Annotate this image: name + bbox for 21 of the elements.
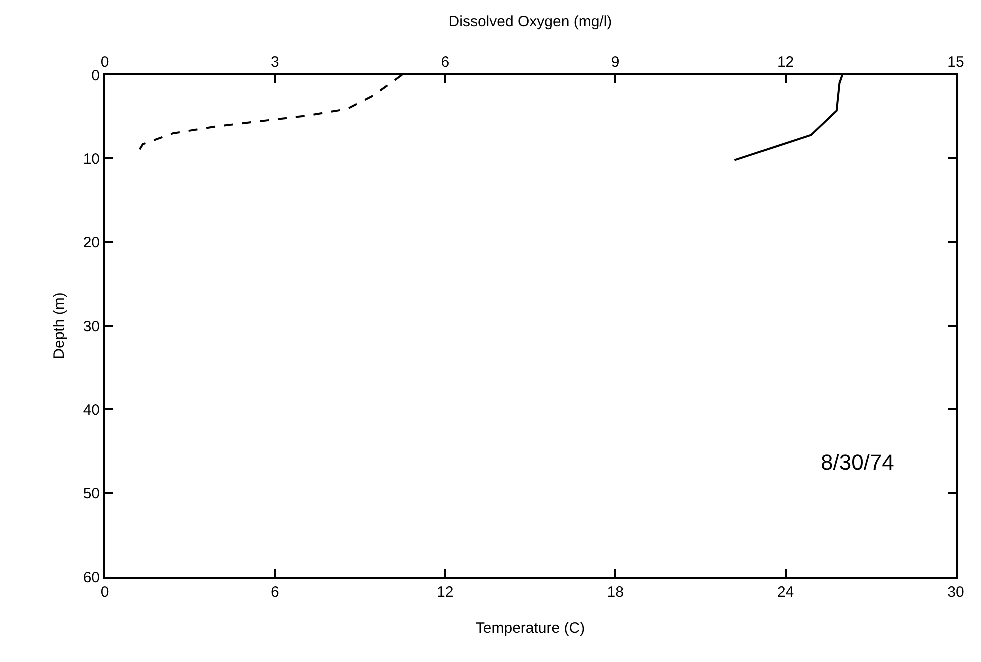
x2-tick-label: 12 [777,54,794,71]
x2-axis-title: Dissolved Oxygen (mg/l) [448,14,612,30]
y-tick-label: 50 [83,486,100,503]
y-tick-label: 30 [83,318,100,336]
y-tick-label: 20 [83,234,100,252]
annotation: 8/30/74 [821,450,894,475]
x-tick-label: 30 [948,584,964,601]
y-tick-label: 10 [83,150,100,168]
y-tick-label: 60 [83,569,100,586]
y-tick-label: 40 [83,402,100,419]
x-tick-label: 24 [777,584,794,601]
x-tick-label: 18 [607,584,624,601]
x-tick-label: 12 [437,584,454,601]
x-tick-label: 6 [271,584,280,601]
x2-tick-label: 3 [271,54,280,71]
x-axis-title: Temperature (C) [476,620,586,637]
y-tick-label: 0 [92,67,100,84]
x2-tick-label: 15 [948,54,964,71]
x2-tick-label: 6 [441,54,450,71]
y-axis-title: Depth (m) [51,292,68,360]
x2-tick-label: 9 [611,54,620,71]
